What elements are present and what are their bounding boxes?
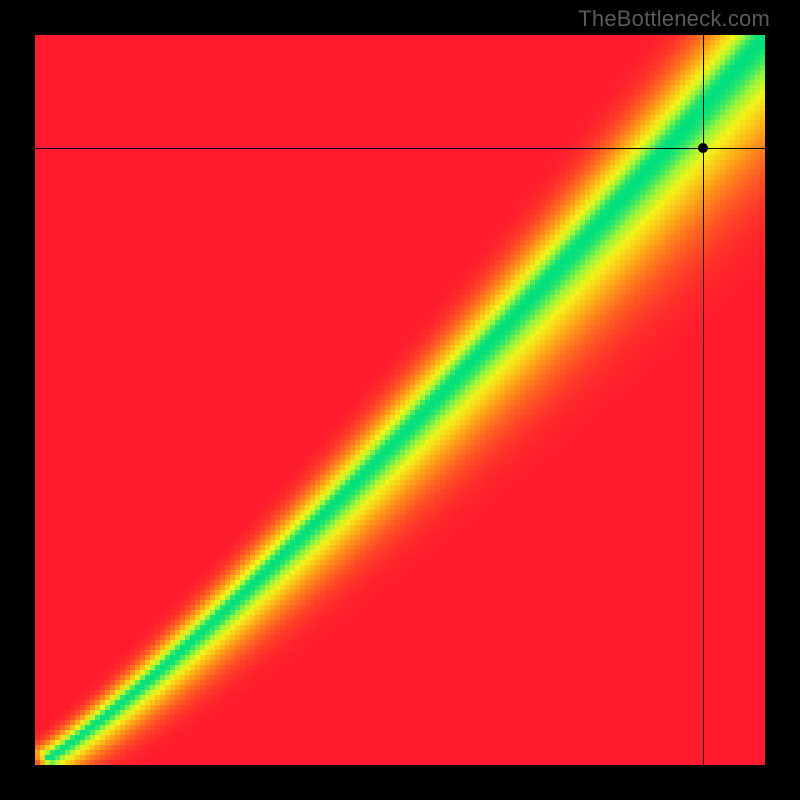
watermark-text: TheBottleneck.com (578, 6, 770, 32)
crosshair-horizontal (35, 148, 765, 149)
heatmap-plot (35, 35, 765, 765)
heatmap-canvas (35, 35, 765, 765)
